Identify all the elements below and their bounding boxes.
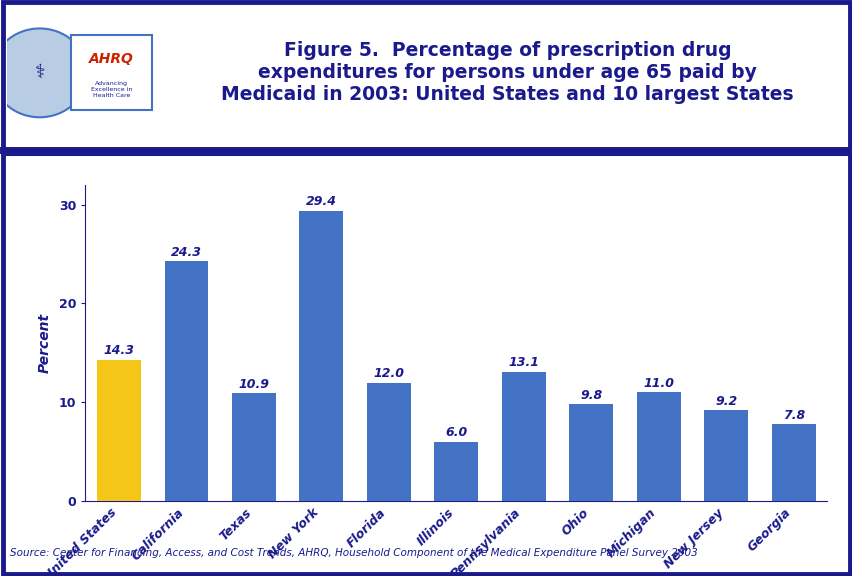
- Bar: [501, 372, 545, 501]
- Text: 14.3: 14.3: [103, 344, 135, 357]
- Text: 9.2: 9.2: [714, 395, 736, 408]
- Text: 13.1: 13.1: [508, 356, 538, 369]
- Bar: [232, 393, 275, 501]
- Text: 24.3: 24.3: [170, 245, 202, 259]
- Bar: [568, 404, 613, 501]
- Bar: [434, 442, 478, 501]
- Bar: [771, 424, 815, 501]
- Text: 10.9: 10.9: [239, 378, 269, 391]
- Bar: [97, 360, 141, 501]
- FancyBboxPatch shape: [71, 35, 152, 111]
- Text: AHRQ: AHRQ: [89, 52, 134, 66]
- Text: 12.0: 12.0: [373, 367, 404, 380]
- Text: Figure 5.  Percentage of prescription drug
expenditures for persons under age 65: Figure 5. Percentage of prescription dru…: [221, 41, 793, 104]
- Text: Source: Center for Financing, Access, and Cost Trends, AHRQ, Household Component: Source: Center for Financing, Access, an…: [10, 548, 697, 558]
- Bar: [164, 261, 208, 501]
- Bar: [704, 410, 747, 501]
- Text: 7.8: 7.8: [781, 408, 803, 422]
- Text: 9.8: 9.8: [579, 389, 602, 402]
- Bar: [636, 392, 680, 501]
- Bar: [366, 382, 411, 501]
- Y-axis label: Percent: Percent: [37, 313, 52, 373]
- Text: 6.0: 6.0: [445, 426, 467, 439]
- Bar: [299, 211, 343, 501]
- Circle shape: [0, 28, 88, 118]
- Text: 29.4: 29.4: [306, 195, 337, 208]
- Text: Advancing
Excellence in
Health Care: Advancing Excellence in Health Care: [90, 81, 132, 98]
- Text: ⚕: ⚕: [34, 63, 45, 82]
- Text: 11.0: 11.0: [642, 377, 673, 390]
